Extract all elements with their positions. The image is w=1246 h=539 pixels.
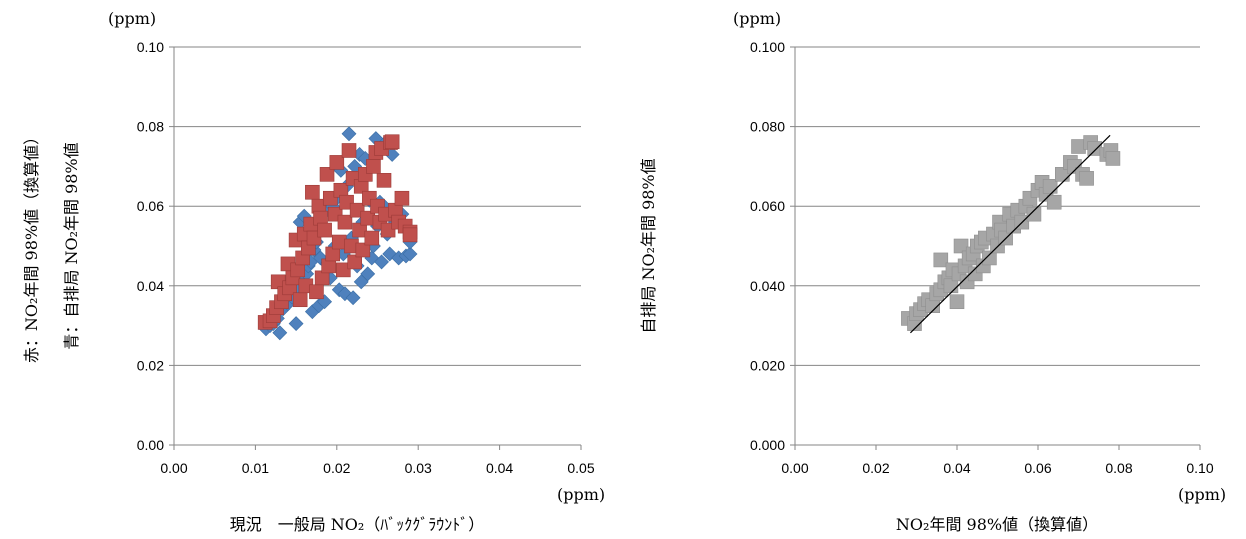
data-point <box>384 134 400 150</box>
gridlines <box>795 46 1200 366</box>
data-point <box>341 126 357 142</box>
x-axis-title: NO₂年間 98%値（換算値） <box>896 515 1098 534</box>
data-point <box>337 214 353 230</box>
data-points <box>901 135 1121 331</box>
x-tick-labels: 0.00 0.02 0.04 0.06 0.08 0.10 <box>781 460 1213 476</box>
x-axis-title: 現況 一般局 NO₂（ﾊﾞｯｸｸﾞﾗｳﾝﾄﾞ） <box>230 515 485 534</box>
y-tick-labels: 0.00 0.02 0.04 0.06 0.08 0.10 <box>137 39 164 453</box>
data-point <box>933 252 949 268</box>
data-point <box>347 254 363 270</box>
series-1 <box>257 134 418 330</box>
series-0 <box>901 135 1121 331</box>
data-point <box>1026 206 1042 222</box>
x-tick-label: 0.00 <box>781 460 808 476</box>
y-axis-title: 自排局 NO₂年間 98%値 <box>639 158 658 333</box>
x-tick-label: 0.01 <box>242 460 269 476</box>
data-point <box>376 173 392 188</box>
y-tick-label: 0.02 <box>137 357 164 373</box>
x-unit-label: (ppm) <box>1178 485 1226 504</box>
data-point <box>374 254 389 270</box>
data-point <box>394 190 410 206</box>
x-tick-label: 0.03 <box>405 460 432 476</box>
data-point <box>366 159 381 174</box>
x-tick-label: 0.05 <box>567 460 594 476</box>
data-point <box>309 284 324 300</box>
tick-marks <box>169 46 582 450</box>
data-points <box>257 126 418 341</box>
x-tick-label: 0.08 <box>1105 460 1132 476</box>
data-point <box>329 155 345 170</box>
data-point <box>402 227 418 243</box>
data-point <box>355 242 371 258</box>
data-point <box>317 222 332 238</box>
x-tick-labels: 0.00 0.01 0.02 0.03 0.04 0.05 <box>160 460 594 476</box>
data-point <box>982 250 997 266</box>
x-tick-label: 0.00 <box>160 460 187 476</box>
data-point <box>331 234 347 250</box>
data-point <box>360 266 376 282</box>
data-point <box>341 143 357 158</box>
x-tick-label: 0.02 <box>862 460 889 476</box>
tick-marks <box>790 46 1201 450</box>
data-point <box>352 222 367 238</box>
data-point <box>288 316 304 332</box>
data-point <box>1105 151 1121 166</box>
data-point <box>1046 194 1062 210</box>
x-tick-label: 0.04 <box>486 460 513 476</box>
y-tick-label: 0.060 <box>750 198 785 214</box>
data-point <box>305 184 320 200</box>
y-tick-label: 0.020 <box>750 357 785 373</box>
scatter-chart-left: 0.000.020.040.060.080.10 0.00 0.01 0.02 0.0… <box>22 9 605 534</box>
data-point <box>353 274 369 290</box>
data-point <box>345 290 361 306</box>
y-axis-title-red: 赤：NO₂年間 98%値（換算値） <box>22 129 41 363</box>
y-tick-label: 0.040 <box>750 278 785 294</box>
y-unit-label: (ppm) <box>108 9 156 28</box>
x-tick-label: 0.06 <box>1024 460 1051 476</box>
data-point <box>949 294 965 310</box>
data-point <box>364 230 380 246</box>
trendline <box>910 134 1111 334</box>
y-axis-title-blue: 青：自排局 NO₂年間 98%値 <box>62 142 81 349</box>
data-point <box>292 292 308 308</box>
data-point <box>272 325 288 341</box>
x-tick-label: 0.04 <box>943 460 970 476</box>
y-tick-label: 0.04 <box>137 278 164 294</box>
y-tick-label: 0.10 <box>137 39 164 55</box>
y-tick-label: 0.000 <box>750 437 785 453</box>
y-tick-label: 0.08 <box>137 119 164 135</box>
y-tick-label: 0.100 <box>750 39 785 55</box>
data-point <box>319 167 335 182</box>
data-point <box>402 246 418 262</box>
y-tick-labels: 0.000 0.020 0.040 0.060 0.080 0.100 <box>750 39 785 453</box>
y-tick-label: 0.06 <box>137 198 164 214</box>
data-point <box>1079 171 1094 186</box>
x-tick-label: 0.02 <box>323 460 350 476</box>
data-point <box>953 238 969 254</box>
y-tick-label: 0.00 <box>137 437 164 453</box>
y-tick-label: 0.080 <box>750 119 785 135</box>
y-unit-label: (ppm) <box>733 9 781 28</box>
x-tick-label: 0.10 <box>1186 460 1213 476</box>
data-point <box>1055 167 1070 182</box>
x-unit-label: (ppm) <box>557 485 605 504</box>
data-point <box>336 262 351 278</box>
data-point <box>1042 179 1058 194</box>
